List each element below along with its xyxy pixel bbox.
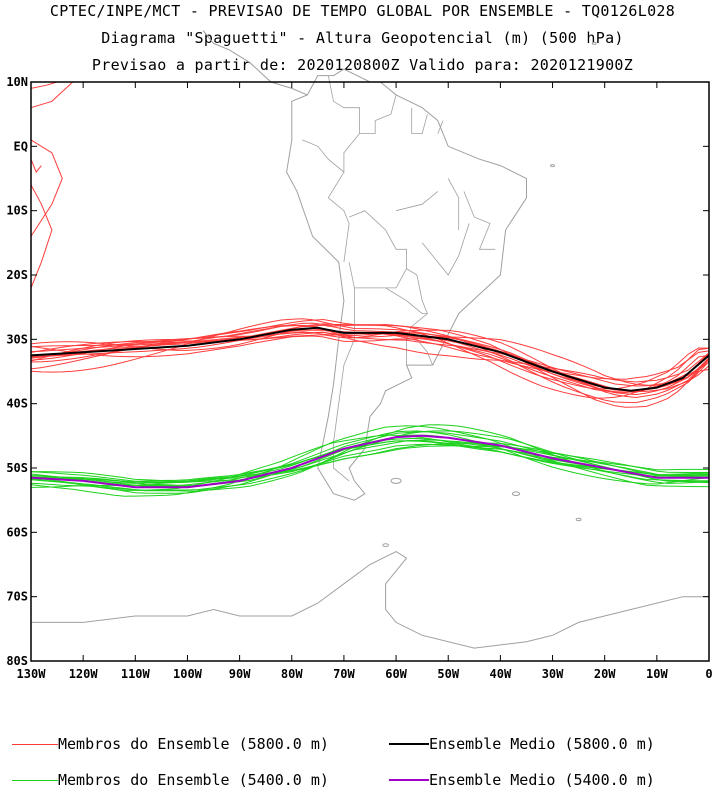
legend-swatch-purple [389,779,429,781]
legend-members-5400: Membros do Ensemble (5400.0 m) [12,771,329,789]
lat-tick-label: 20S [6,268,28,282]
contour-5400-member-9 [30,431,710,494]
lat-tick-label: EQ [14,139,28,153]
contour-5800-member-12 [30,323,710,393]
lon-tick-label: 70W [333,667,355,681]
lat-tick-label: 50S [6,461,28,475]
legend-mean-5400: Ensemble Medio (5400.0 m) [389,771,655,789]
legend-label-members-5400: Membros do Ensemble (5400.0 m) [58,771,329,789]
lon-tick-label: 60W [385,667,407,681]
country-border-5 [327,171,350,263]
lon-tick-label: 100W [173,667,203,681]
contour-5800-member-7 [30,331,710,393]
legend-mean-5800: Ensemble Medio (5800.0 m) [389,735,655,753]
legend-swatch-red [12,743,58,745]
island-4 [382,543,389,548]
lon-tick-label: 10W [646,667,668,681]
lat-tick-label: 30S [6,332,28,346]
contour-5400-member-4 [30,430,710,488]
tropical-contour-1 [30,139,63,237]
contour-5800-member-14 [30,322,710,399]
contour-5400-member-3 [30,445,710,483]
contour-5400-member-10 [30,425,709,497]
ensemble-mean-layer [30,326,710,489]
country-border-10 [463,191,496,250]
lat-tick-label: 70S [6,590,28,604]
map-frame [30,81,710,662]
south-america-coastline [286,68,527,501]
island-6 [591,41,597,45]
lon-tick-label: 20W [594,667,616,681]
lat-tick-label: 10N [6,75,28,89]
tropical-contour-2 [30,184,53,289]
lon-tick-label: 90W [229,667,251,681]
island-2 [575,517,582,522]
country-border-6 [385,268,428,314]
lon-tick-label: 130W [17,667,47,681]
members-5400-layer [30,424,710,497]
contour-5800-member-8 [30,329,710,387]
legend-swatch-black [389,743,429,745]
contour-5400-member-12 [30,439,710,482]
country-border-9 [333,287,355,482]
contour-5800-member-6 [30,318,710,408]
country-border-11 [421,223,470,276]
lon-tick-label: 50W [437,667,459,681]
island-0 [390,477,402,484]
lat-tick-label: 10S [6,204,28,218]
contour-5400-member-13 [31,443,710,483]
country-border-13 [396,191,439,212]
tropical-contour-4 [30,81,58,89]
lon-tick-label: 30W [542,667,564,681]
legend-swatch-green [12,779,58,781]
lat-tick-label: 80S [6,654,28,668]
title-line-1: CPTEC/INPE/MCT - PREVISAO DE TEMPO GLOBA… [49,2,676,20]
country-border-2 [411,107,428,134]
coastline-layer [31,30,709,649]
title-line-2: Diagrama "Spaguetti" - Altura Geopotenci… [101,29,624,47]
lon-tick-label: 120W [69,667,99,681]
lon-tick-label: 80W [281,667,303,681]
title-line-3: Previsao a partir de: 2020120800Z Valido… [91,56,634,74]
antarctica-coastline [31,551,709,649]
lon-tick-label: 0 [705,667,712,681]
legend-members-5800: Membros do Ensemble (5800.0 m) [12,735,329,753]
country-border-1 [359,94,397,134]
central-america-coastline [202,30,308,96]
tropical-contour-0 [30,81,74,109]
lon-tick-label: 40W [490,667,512,681]
members-5800-layer [30,81,710,408]
island-5 [550,164,556,168]
country-border-12 [447,178,460,230]
lon-tick-label: 110W [121,667,151,681]
lat-tick-label: 60S [6,525,28,539]
legend-label-members-5800: Membros do Ensemble (5800.0 m) [58,735,329,753]
legend-label-mean-5400: Ensemble Medio (5400.0 m) [429,771,655,789]
tropical-contour-3 [30,159,42,174]
country-border-0 [302,75,360,173]
island-1 [511,491,521,497]
country-border-3 [437,120,444,134]
ensemble-mean-line-5800 [30,326,710,392]
contour-5400-member-11 [30,424,710,492]
country-border-4 [348,210,407,289]
ensemble-mean-line-5400 [30,434,709,489]
lat-tick-label: 40S [6,397,28,411]
contour-5800-member-1 [30,324,710,383]
legend-label-mean-5800: Ensemble Medio (5800.0 m) [429,735,655,753]
